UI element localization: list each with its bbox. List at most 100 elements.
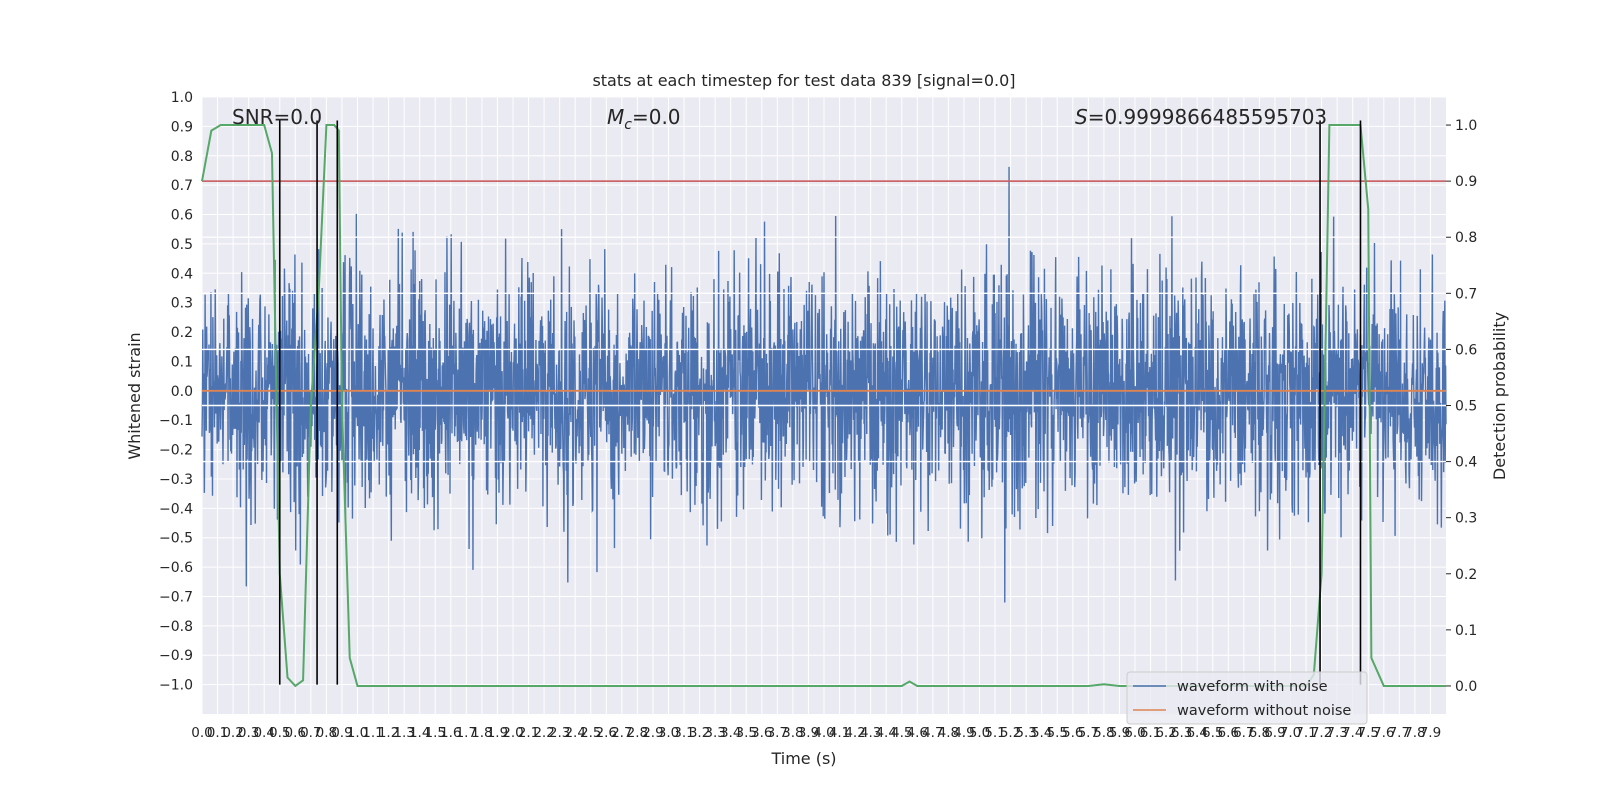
x-tick-label: 1.8 xyxy=(471,725,492,741)
y-tick-label: 0.9 xyxy=(171,119,193,135)
waveform-with-noise-line xyxy=(201,166,1447,603)
x-tick-label: 0.8 xyxy=(316,725,337,741)
y-tick-label: −0.5 xyxy=(159,531,193,547)
y-tick-label: −0.3 xyxy=(159,472,193,488)
y-tick-label: −0.4 xyxy=(159,501,193,517)
x-tick-label: 6.9 xyxy=(1264,725,1285,741)
y-tick-label: −0.7 xyxy=(159,589,193,605)
x-tick-label: 2.9 xyxy=(642,725,663,741)
x-tick-label: 3.5 xyxy=(736,725,757,741)
x-tick-label: 3.6 xyxy=(751,725,772,741)
y-right-tick-label: 0.4 xyxy=(1455,455,1477,471)
event-markers xyxy=(278,120,1362,685)
x-tick-label: 7.1 xyxy=(1295,725,1316,741)
y-tick-label: −0.2 xyxy=(159,443,193,459)
y-right-tick-label: 1.0 xyxy=(1455,118,1477,134)
x-tick-label: 6.5 xyxy=(1202,725,1223,741)
x-tick-label: 4.9 xyxy=(953,725,974,741)
x-tick-label: 3.2 xyxy=(689,725,710,741)
y-right-tick-label: 0.7 xyxy=(1455,286,1477,302)
x-tick-label: 0.3 xyxy=(238,725,259,741)
x-tick-label: 2.5 xyxy=(580,725,601,741)
x-tick-label: 6.8 xyxy=(1249,725,1270,741)
x-tick-label: 3.9 xyxy=(798,725,819,741)
x-tick-label: 3.0 xyxy=(658,725,679,741)
x-tick-label: 6.0 xyxy=(1124,725,1145,741)
x-tick-label: 6.3 xyxy=(1171,725,1192,741)
x-tick-label: 0.5 xyxy=(269,725,290,741)
x-tick-label: 5.2 xyxy=(1000,725,1021,741)
x-tick-label: 7.0 xyxy=(1280,725,1301,741)
x-tick-label: 1.0 xyxy=(347,725,368,741)
x-tick-label: 5.8 xyxy=(1093,725,1114,741)
x-tick-label: 4.5 xyxy=(891,725,912,741)
y-right-tick-label: 0.0 xyxy=(1455,679,1477,695)
y-right-tick-label: 0.8 xyxy=(1455,230,1477,246)
y-tick-label: 0.5 xyxy=(171,237,193,253)
chirp-mass-subscript: c xyxy=(624,117,632,133)
y-tick-label: 0.1 xyxy=(171,354,193,370)
series-waveform-with-noise xyxy=(201,166,1447,603)
x-tick-label: 3.3 xyxy=(704,725,725,741)
y-right-tick-label: 0.6 xyxy=(1455,342,1477,358)
x-tick-label: 5.4 xyxy=(1031,725,1052,741)
y-right-tick-label: 0.2 xyxy=(1455,567,1477,583)
x-tick-label: 0.0 xyxy=(191,725,212,741)
x-tick-label: 4.1 xyxy=(829,725,850,741)
y-tick-label: −0.8 xyxy=(159,619,193,635)
x-axis-label: Time (s) xyxy=(770,749,836,768)
x-tick-label: 2.7 xyxy=(611,725,632,741)
x-tick-label: 0.4 xyxy=(253,725,274,741)
x-tick-label: 5.1 xyxy=(984,725,1005,741)
x-tick-label: 7.2 xyxy=(1311,725,1332,741)
x-tick-label: 3.4 xyxy=(720,725,741,741)
y-tick-label: 0.8 xyxy=(171,149,193,165)
x-tick-label: 5.7 xyxy=(1078,725,1099,741)
x-tick-label: 4.4 xyxy=(875,725,896,741)
x-tick-label: 2.8 xyxy=(627,725,648,741)
chirp-mass-value: =0.0 xyxy=(632,105,681,129)
x-tick-label: 4.8 xyxy=(938,725,959,741)
x-tick-label: 4.6 xyxy=(907,725,928,741)
y-axis-label-right: Detection probability xyxy=(1490,312,1509,480)
x-tick-label: 4.0 xyxy=(813,725,834,741)
x-tick-label: 1.6 xyxy=(440,725,461,741)
x-tick-label: 5.0 xyxy=(969,725,990,741)
x-tick-label: 0.7 xyxy=(300,725,321,741)
x-tick-label: 7.5 xyxy=(1358,725,1379,741)
x-tick-label: 0.9 xyxy=(331,725,352,741)
y-right-tick-label: 0.3 xyxy=(1455,511,1477,527)
right-axis-ticks: 0.0 0.1 0.2 0.3 0.4 0.5 0.6 0.7 0.8 0.9 1.0 xyxy=(1446,118,1477,695)
x-tick-label: 1.7 xyxy=(456,725,477,741)
y-axis-label-left: Whitened strain xyxy=(125,332,144,459)
x-tick-label: 4.7 xyxy=(922,725,943,741)
y-right-tick-label: 0.5 xyxy=(1455,399,1477,415)
y-tick-label: 0.0 xyxy=(171,384,193,400)
y-right-tick-label: 0.1 xyxy=(1455,623,1477,639)
x-tick-label: 5.6 xyxy=(1062,725,1083,741)
x-tick-label: 1.1 xyxy=(362,725,383,741)
chirp-mass-annotation: Mc=0.0 xyxy=(607,105,681,133)
detection-probability-line xyxy=(201,124,1446,688)
x-tick-label: 2.3 xyxy=(549,725,570,741)
x-tick-label: 4.2 xyxy=(844,725,865,741)
x-tick-label: 0.2 xyxy=(222,725,243,741)
x-tick-label: 7.3 xyxy=(1326,725,1347,741)
x-tick-label: 6.2 xyxy=(1155,725,1176,741)
x-tick-label: 0.1 xyxy=(207,725,228,741)
legend-box xyxy=(1126,671,1368,725)
legend-label-waveform-without-noise: waveform without noise xyxy=(1177,703,1351,719)
x-tick-label: 2.6 xyxy=(596,725,617,741)
x-tick-label: 0.6 xyxy=(285,725,306,741)
y-tick-label: 0.3 xyxy=(171,296,193,312)
x-tick-label: 5.9 xyxy=(1109,725,1130,741)
x-tick-label: 3.7 xyxy=(767,725,788,741)
x-tick-label: 6.4 xyxy=(1186,725,1207,741)
x-tick-label: 7.7 xyxy=(1389,725,1410,741)
x-tick-label: 4.3 xyxy=(860,725,881,741)
legend: waveform with noise waveform without noi… xyxy=(1126,671,1368,725)
y-tick-label: 0.4 xyxy=(171,266,193,282)
x-tick-label: 6.1 xyxy=(1140,725,1161,741)
series-detection-probability xyxy=(201,124,1446,688)
